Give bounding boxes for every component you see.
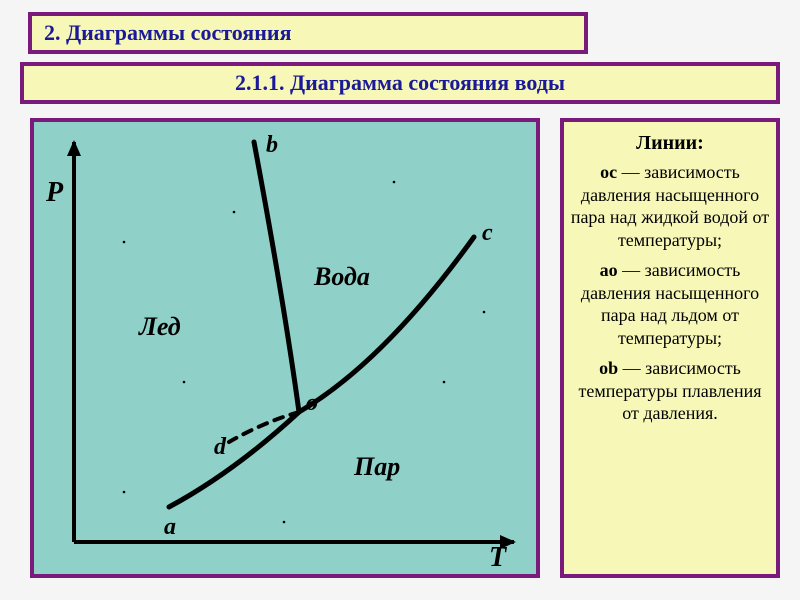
- point-label-c: c: [482, 220, 493, 247]
- legend-item: ао — зависимость давления насыщенного па…: [570, 259, 770, 349]
- y-axis-label: P: [46, 177, 63, 209]
- legend-item: оb — зависимость температуры плавления о…: [570, 357, 770, 425]
- legend-panel: Линии: ос — зависимость давления насыщен…: [560, 118, 780, 578]
- point-label-a: a: [164, 514, 176, 541]
- point-label-d: d: [214, 434, 226, 461]
- region-label: Пар: [354, 452, 400, 482]
- legend-item: ос — зависимость давления насыщенного па…: [570, 161, 770, 251]
- legend-item-label: ао: [600, 260, 618, 280]
- phase-diagram: Лед Вода Пар a o b c d P T: [30, 118, 540, 578]
- region-label: Лед: [139, 312, 181, 342]
- legend-title: Линии:: [570, 132, 770, 155]
- legend-item-label: оb: [599, 358, 618, 378]
- subsection-title: 2.1.1. Диаграмма состояния воды: [20, 62, 780, 104]
- section-title: 2. Диаграммы состояния: [28, 12, 588, 54]
- point-label-b: b: [266, 132, 278, 159]
- point-label-o: o: [306, 390, 318, 417]
- diagram-svg: [34, 122, 536, 574]
- x-axis-label: T: [489, 542, 506, 574]
- region-label: Вода: [314, 262, 370, 292]
- legend-item-label: ос: [600, 162, 617, 182]
